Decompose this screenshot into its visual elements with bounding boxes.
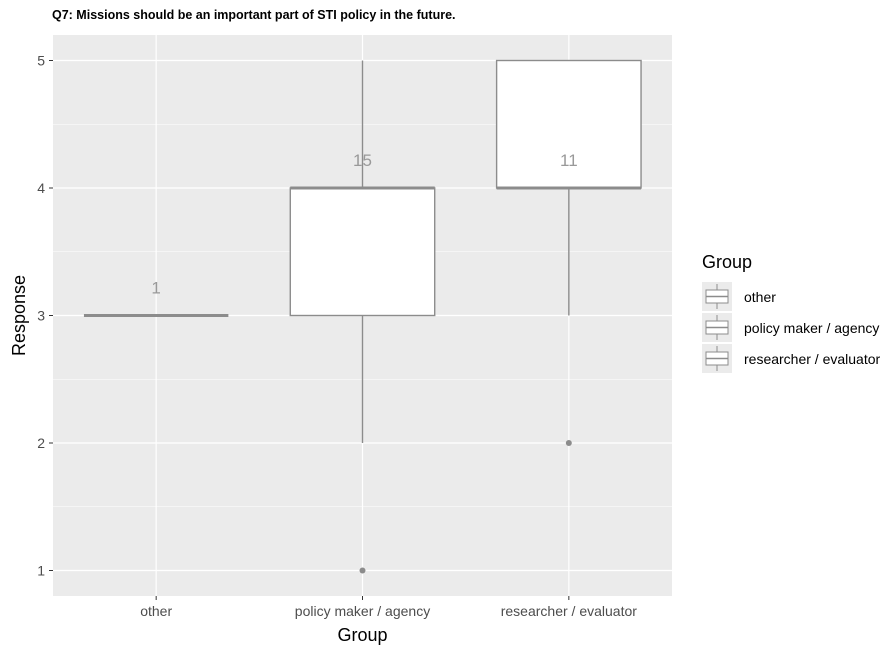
legend-label: researcher / evaluator xyxy=(744,350,881,367)
legend-key-icon xyxy=(702,282,732,311)
legend-item: other xyxy=(702,281,880,312)
legend-key-icon xyxy=(702,313,732,342)
x-tick-label: policy maker / agency xyxy=(295,603,430,619)
legend: Group other policy maker / agency research… xyxy=(702,252,880,374)
outlier-point-policy-maker-agency xyxy=(359,567,366,574)
y-tick-label: 4 xyxy=(37,180,45,196)
legend-items: other policy maker / agency researcher / e… xyxy=(702,281,880,374)
count-label-other: 1 xyxy=(151,279,160,298)
y-tick-label: 2 xyxy=(37,435,45,451)
y-tick-label: 3 xyxy=(37,308,45,324)
x-tick-label: researcher / evaluator xyxy=(501,603,638,619)
legend-title: Group xyxy=(702,252,753,272)
chart-title: Q7: Missions should be an important part… xyxy=(52,8,456,22)
count-label-researcher-evaluator: 11 xyxy=(560,151,578,170)
x-tick-label: other xyxy=(140,603,172,619)
legend-item: researcher / evaluator xyxy=(702,343,880,374)
legend-key-icon xyxy=(702,344,732,373)
outlier-point-researcher-evaluator xyxy=(565,440,572,446)
x-axis-label: Group xyxy=(337,625,387,645)
count-label-policy-maker-agency: 15 xyxy=(353,151,372,170)
legend-item: policy maker / agency xyxy=(702,312,880,343)
legend-label: other xyxy=(744,288,776,305)
y-axis-label: Response xyxy=(9,275,29,356)
box-policy-maker-agency xyxy=(289,187,436,317)
legend-label: policy maker / agency xyxy=(744,319,880,336)
box-researcher-evaluator xyxy=(495,59,642,189)
y-tick-label: 5 xyxy=(37,53,45,69)
y-tick-label: 1 xyxy=(37,563,45,579)
